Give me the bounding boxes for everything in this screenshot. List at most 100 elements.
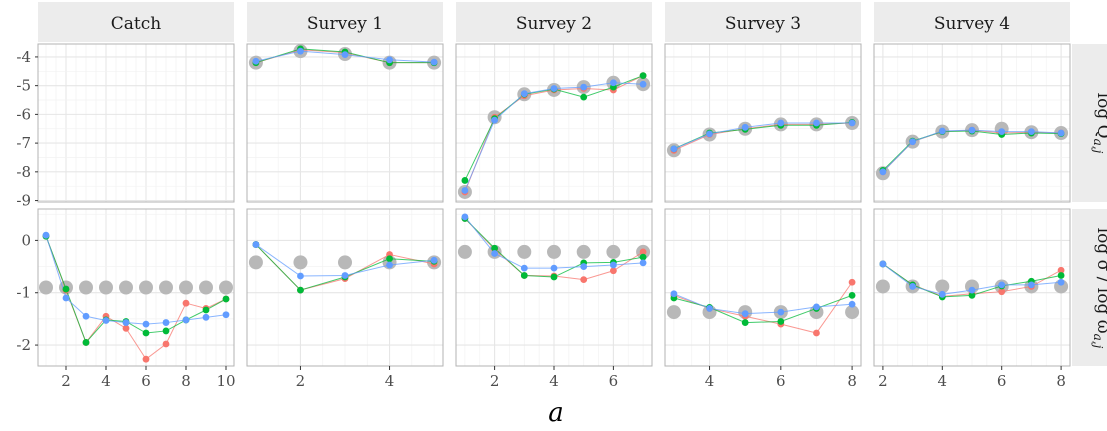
panel-border	[37, 208, 235, 367]
point-red	[998, 288, 1006, 296]
y-tick-label: -6	[16, 105, 31, 123]
point-blue	[777, 119, 785, 127]
point-grey	[576, 244, 591, 259]
point-grey	[666, 305, 681, 320]
line-blue	[673, 122, 853, 150]
panel-border	[246, 208, 444, 367]
y-tick-label: -1	[16, 284, 31, 302]
point-blue	[938, 127, 946, 135]
point-green	[550, 273, 558, 281]
point-blue	[520, 90, 528, 98]
row-strip-top-bg	[1072, 44, 1107, 202]
point-blue	[142, 320, 150, 328]
point-blue	[848, 300, 856, 308]
svg-text:log σ / log ωa,j: log σ / log ωa,j	[1091, 228, 1107, 349]
point-blue	[741, 123, 749, 131]
point-blue	[670, 290, 678, 298]
y-tick-label: -8	[16, 163, 31, 181]
point-blue	[777, 308, 785, 316]
point-red	[813, 329, 820, 337]
point-green	[1057, 272, 1065, 279]
panel-top	[246, 43, 444, 203]
panel-border	[455, 43, 653, 203]
point-blue	[62, 294, 70, 302]
point-green	[162, 327, 170, 335]
point-grey	[139, 280, 153, 295]
point-red	[142, 355, 150, 363]
point-blue	[998, 281, 1006, 289]
x-tick-label: 8	[1056, 372, 1066, 390]
point-green	[62, 285, 70, 293]
line-green	[45, 236, 227, 344]
point-blue	[202, 313, 210, 321]
point-green	[297, 286, 304, 294]
point-grey	[99, 280, 113, 295]
point-grey	[159, 280, 173, 295]
facet-title: Catch	[111, 14, 161, 34]
y-axis-bottom: -2 -1 0	[16, 231, 38, 354]
line-blue	[45, 235, 227, 325]
point-grey	[875, 279, 890, 294]
point-green	[222, 295, 230, 303]
point-blue	[1027, 128, 1035, 136]
y-tick-label: -2	[16, 336, 31, 354]
point-grey	[547, 244, 561, 259]
line-red	[673, 122, 853, 151]
point-blue	[430, 256, 438, 264]
facet-survey-4: Survey 4 2 4 6 8	[873, 2, 1071, 390]
point-blue	[706, 305, 713, 312]
x-tick-label: 8	[181, 372, 191, 390]
panel-border	[873, 43, 1071, 203]
point-blue	[609, 79, 617, 87]
line-green	[673, 121, 853, 150]
point-green	[491, 244, 499, 252]
point-blue	[1057, 129, 1065, 137]
panel-border	[664, 43, 862, 203]
point-blue	[879, 168, 887, 176]
point-blue	[813, 303, 820, 311]
panel-border	[37, 43, 235, 203]
point-green	[82, 339, 90, 346]
x-tick-label: 10	[216, 372, 235, 390]
point-green	[202, 306, 210, 314]
point-blue	[609, 261, 617, 269]
row-strip-top-label: log Qa,j	[1091, 93, 1107, 154]
point-blue	[550, 264, 558, 272]
point-grey	[809, 305, 824, 320]
point-blue	[461, 187, 469, 194]
point-blue	[909, 283, 917, 290]
facet-title: Survey 2	[516, 14, 592, 34]
point-blue	[252, 57, 260, 65]
point-green	[848, 291, 856, 299]
point-blue	[968, 126, 976, 134]
x-tick-label: 6	[609, 372, 619, 390]
point-blue	[341, 51, 349, 59]
y-tick-label: -9	[16, 192, 31, 210]
point-blue	[998, 128, 1006, 136]
point-blue	[297, 47, 304, 55]
point-green	[580, 93, 588, 101]
x-tick-label: 6	[141, 372, 151, 390]
y-tick-label: -5	[16, 77, 31, 95]
point-green	[639, 253, 647, 261]
panel-bottom	[455, 208, 653, 367]
point-blue	[670, 145, 678, 153]
point-blue	[461, 213, 469, 221]
point-green	[461, 177, 469, 184]
x-tick-label: 6	[997, 372, 1007, 390]
point-blue	[639, 259, 647, 267]
x-tick-label: 2	[61, 372, 71, 390]
point-blue	[182, 316, 190, 324]
x-tick-label: 4	[385, 372, 395, 390]
panel-border	[246, 43, 444, 203]
point-blue	[122, 319, 130, 326]
y-tick-label: -7	[16, 134, 31, 152]
point-blue	[520, 264, 528, 272]
point-blue	[639, 80, 647, 88]
facet-survey-2: Survey 2 2 4 6	[455, 2, 653, 390]
point-blue	[909, 138, 917, 146]
point-blue	[550, 85, 558, 92]
point-green	[386, 255, 393, 263]
point-grey	[39, 280, 53, 295]
